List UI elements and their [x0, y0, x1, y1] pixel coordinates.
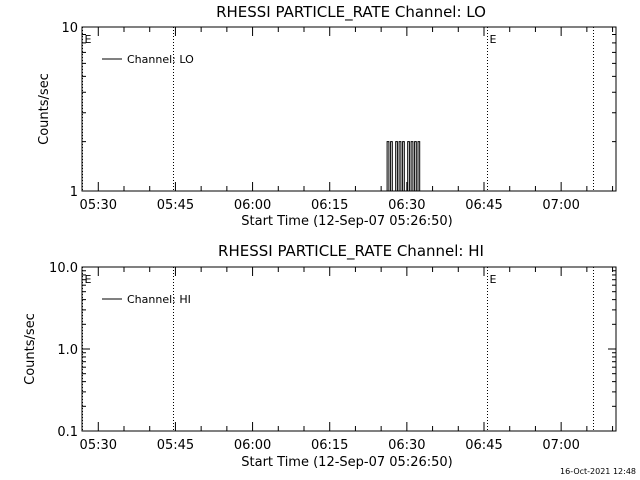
chart2-event-label: E — [490, 273, 497, 286]
chart2-xtick-label: 05:30 — [80, 438, 117, 453]
chart2-xtick-label: 06:15 — [311, 438, 348, 453]
timestamp-label: 16-Oct-2021 12:48 — [560, 467, 636, 476]
chart1-xtick-label: 06:30 — [388, 198, 425, 213]
chart1-title: RHESSI PARTICLE_RATE Channel: LO — [216, 3, 486, 22]
chart2-xlabel: Start Time (12-Sep-07 05:26:50) — [241, 455, 452, 470]
chart1-event-label: E — [490, 33, 497, 46]
chart1-xtick-label: 06:45 — [465, 198, 502, 213]
chart1-ytick-label: 1 — [70, 185, 78, 200]
chart1-xlabel: Start Time (12-Sep-07 05:26:50) — [241, 214, 452, 229]
chart1-ytick-label: 10 — [61, 21, 78, 36]
chart2-ytick-label: 1.0 — [57, 343, 78, 358]
chart2-xtick-label: 06:45 — [465, 438, 502, 453]
chart2-xtick-label: 06:30 — [388, 438, 425, 453]
chart1-legend-label: Channel: LO — [127, 53, 194, 66]
chart1-xtick-label: 05:45 — [157, 198, 194, 213]
chart1-xtick-label: 05:30 — [80, 198, 117, 213]
chart1-plot-frame — [81, 26, 617, 192]
chart2-title: RHESSI PARTICLE_RATE Channel: HI — [218, 242, 484, 261]
chart1-xtick-label: 06:15 — [311, 198, 348, 213]
chart2-ytick-label: 0.1 — [57, 425, 78, 440]
chart2-xtick-label: 06:00 — [234, 438, 271, 453]
chart1-series-line — [385, 141, 422, 192]
chart1-xtick-label: 06:00 — [234, 198, 271, 213]
chart2-legend-label: Channel: HI — [127, 293, 191, 306]
chart2-ylabel: Counts/sec — [23, 313, 38, 385]
chart2-xtick-label: 07:00 — [542, 438, 579, 453]
chart1-ylabel: Counts/sec — [37, 73, 52, 145]
chart2-plot-frame — [81, 266, 617, 432]
chart2-ytick-label: 10.0 — [49, 261, 78, 276]
chart2-event-label: E — [85, 273, 92, 286]
chart1-xtick-label: 07:00 — [542, 198, 579, 213]
chart2-xtick-label: 05:45 — [157, 438, 194, 453]
chart1-event-label: E — [85, 33, 92, 46]
